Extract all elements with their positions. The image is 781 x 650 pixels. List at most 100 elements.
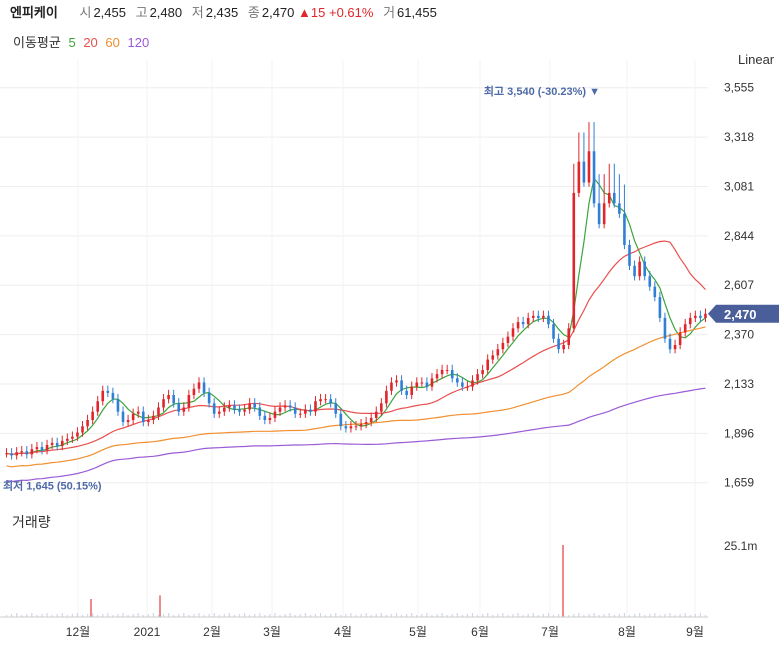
- volume-bars: [5, 545, 707, 617]
- candle-body: [501, 342, 505, 350]
- volume-bar: [669, 613, 671, 617]
- x-tick-label: 5월: [409, 625, 427, 639]
- candle-body: [688, 317, 692, 325]
- volume-bar: [5, 615, 8, 617]
- volume-bar: [66, 615, 68, 617]
- volume-bar: [76, 613, 79, 617]
- max-price-marker: 최고 3,540 (-30.23%) ▼: [484, 84, 600, 98]
- candle-body: [319, 399, 322, 402]
- volume-bar: [395, 613, 398, 617]
- volume-bar: [16, 613, 18, 617]
- volume-bar: [112, 615, 114, 617]
- candle-body: [374, 411, 378, 418]
- volume-bar: [137, 613, 139, 617]
- volume-bar: [649, 614, 651, 617]
- volume-bar: [97, 615, 99, 617]
- candle-body: [673, 345, 677, 350]
- candle-body: [71, 436, 74, 439]
- candle-body: [167, 395, 170, 400]
- candle-body: [653, 286, 657, 298]
- volume-bar: [406, 614, 408, 617]
- volume-bar: [492, 615, 494, 617]
- candle-body: [258, 407, 262, 416]
- candle-body: [278, 407, 282, 412]
- y-tick-label: 1,659: [724, 476, 754, 490]
- volume-tick-label: 25.1m: [724, 539, 757, 553]
- volume-bar: [583, 615, 585, 617]
- x-tick-label: 7월: [541, 625, 559, 639]
- volume-bar: [147, 614, 149, 617]
- volume-bar: [264, 615, 266, 617]
- candle-body: [415, 382, 419, 387]
- candle-body: [126, 420, 130, 423]
- candle-body: [293, 407, 297, 414]
- candle-body: [450, 370, 454, 379]
- volume-bar: [644, 615, 646, 617]
- candle-body: [395, 380, 398, 383]
- candle-body: [197, 382, 201, 389]
- close-label: 종: [247, 5, 260, 20]
- volume-bar: [304, 613, 306, 617]
- candle-body: [111, 392, 115, 400]
- volume-bar: [249, 615, 251, 617]
- candle-body: [304, 409, 307, 414]
- scale-mode-label[interactable]: Linear: [738, 52, 775, 67]
- candle-body: [704, 313, 707, 318]
- volume-bar: [542, 614, 544, 617]
- candle-body: [248, 403, 251, 410]
- candle-body: [567, 328, 571, 345]
- candle-body: [223, 407, 226, 412]
- volume-bar: [471, 613, 474, 617]
- volume-bar: [289, 613, 291, 617]
- candle-body: [334, 403, 338, 414]
- volume-bar: [107, 613, 109, 617]
- y-tick-label: 1,896: [724, 426, 754, 440]
- candle-body: [516, 322, 520, 329]
- volume-bar: [51, 615, 53, 617]
- candle-body: [314, 401, 317, 412]
- volume-bar: [411, 613, 413, 617]
- candle-body: [309, 409, 312, 412]
- volume-bar: [370, 615, 372, 617]
- candle-body: [152, 415, 155, 420]
- candle-body: [45, 445, 49, 451]
- volume-bar: [309, 615, 312, 617]
- volume-bar: [71, 614, 73, 617]
- volume-bar: [274, 613, 276, 617]
- candle-body: [613, 192, 616, 204]
- volume-bar: [603, 614, 605, 617]
- volume-bar: [385, 615, 387, 617]
- candle-body: [202, 382, 206, 393]
- candle-body: [20, 451, 24, 453]
- candle-body: [486, 359, 489, 370]
- volume-bar: [466, 614, 469, 617]
- candle-body: [364, 422, 368, 425]
- volume-bar: [684, 613, 686, 617]
- volume-bar: [659, 615, 661, 617]
- volume-bar: [46, 613, 48, 617]
- candle-body: [542, 315, 545, 318]
- volume-label: 거: [383, 5, 396, 20]
- volume-bar: [704, 615, 707, 617]
- volume-bar: [476, 615, 479, 617]
- moving-average-legend[interactable]: 이동평균 5 20 60 120: [13, 32, 153, 51]
- candle-body: [435, 374, 439, 379]
- candle-body: [430, 378, 434, 387]
- volume-bar: [335, 613, 337, 617]
- volume-bar: [431, 615, 433, 617]
- y-tick-label: 3,081: [724, 179, 754, 193]
- volume-bar: [618, 614, 620, 617]
- low-value: 2,435: [205, 5, 239, 20]
- volume-bar: [279, 615, 281, 617]
- volume-bar: [537, 615, 539, 617]
- low-label: 저: [191, 5, 204, 20]
- ma-line-20: [6, 240, 706, 456]
- volume-bar: [674, 615, 676, 617]
- volume-bar: [375, 614, 377, 617]
- volume-bar: [664, 614, 666, 617]
- volume-bar: [173, 615, 175, 617]
- close-value: 2,470: [261, 5, 295, 20]
- volume-bar: [142, 615, 144, 617]
- stock-header: 엔피케이 시 2,455 고 2,480 저 2,435 종 2,470 ▲15 +0.…: [10, 2, 437, 24]
